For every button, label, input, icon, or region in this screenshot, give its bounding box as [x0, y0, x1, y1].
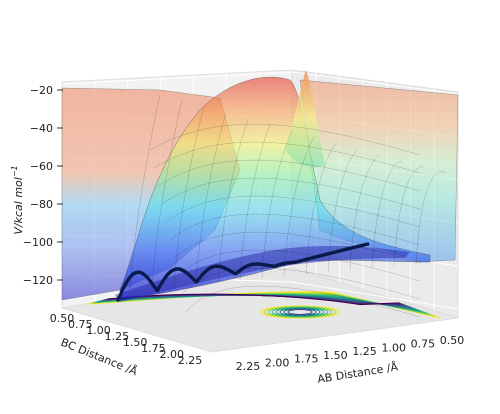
z-tick-label: −60	[30, 160, 53, 173]
ab-tick-label: 2.00	[265, 356, 290, 369]
ab-tick-label: 1.00	[381, 341, 406, 354]
contour-floor	[87, 291, 441, 319]
mesh-line	[185, 285, 421, 318]
z-axis-label: V/kcal mol−1	[10, 165, 25, 234]
trajectory	[116, 242, 370, 302]
z-tick-label: −100	[23, 236, 53, 249]
ab-tick-label: 0.75	[411, 338, 436, 351]
mesh-line	[393, 166, 425, 267]
grid-line	[291, 71, 459, 95]
grid-line	[291, 281, 459, 310]
mesh-line	[169, 213, 421, 246]
surface-mesh	[129, 94, 447, 318]
bc-tick-label: 1.50	[123, 336, 148, 349]
trajectory-point	[116, 298, 120, 302]
mesh-line	[177, 249, 421, 282]
z-tick-label: −120	[23, 274, 53, 287]
z-tick-label: −80	[30, 198, 53, 211]
ab-tick-label: 1.75	[294, 353, 319, 366]
mesh-line	[129, 94, 161, 291]
z-tick-label: −40	[30, 122, 53, 135]
mesh-line	[173, 106, 205, 287]
contour-loop	[287, 309, 313, 315]
mesh-line	[217, 118, 249, 283]
bc-tick-label: 1.75	[141, 342, 166, 355]
mesh-line	[349, 154, 381, 271]
bc-tick-label: 0.50	[50, 312, 75, 325]
bc-tick-label: 2.00	[159, 348, 184, 361]
surface-main	[119, 76, 431, 301]
ab-tick-label: 1.50	[323, 349, 348, 362]
mesh-line	[157, 159, 421, 192]
mesh-line	[283, 136, 315, 277]
mesh-line	[371, 160, 403, 269]
ab-tick-label: 1.25	[352, 345, 377, 358]
bc-tick-label: 1.00	[86, 324, 111, 337]
energy-surface	[61, 70, 459, 302]
ab-tick-label: 0.50	[440, 334, 465, 347]
trajectory-point	[366, 242, 370, 246]
surface-valley	[115, 245, 410, 302]
ab-tick-label: 2.25	[236, 360, 261, 373]
mesh-line	[165, 195, 421, 228]
z-axis-ticks: −20 −40 −60 −80 −100 −120	[23, 84, 63, 287]
mesh-line	[415, 171, 447, 265]
bc-axis-ticks: 0.500.751.001.251.501.752.002.25	[50, 312, 203, 367]
mesh-line	[327, 148, 359, 273]
mesh-line	[195, 112, 227, 285]
surface-ridge-peak	[285, 70, 325, 168]
mesh-line	[149, 123, 421, 156]
mesh-line	[305, 142, 337, 275]
mesh-line	[173, 231, 421, 264]
bc-tick-label: 0.75	[68, 318, 93, 331]
z-tick-label: −20	[30, 84, 53, 97]
mesh-line	[239, 124, 271, 281]
ab-axis-ticks: 2.25 2.00 1.75 1.50 1.25 1.00 0.75 0.50	[236, 334, 465, 373]
mesh-line	[151, 100, 183, 289]
mesh-line	[153, 141, 421, 174]
bc-tick-label: 2.25	[178, 354, 203, 367]
mesh-line	[161, 177, 421, 210]
ab-axis-label: AB Distance /Å	[316, 360, 399, 386]
mesh-line	[261, 130, 293, 279]
bc-tick-label: 1.25	[105, 330, 130, 343]
grid-line	[61, 71, 293, 85]
